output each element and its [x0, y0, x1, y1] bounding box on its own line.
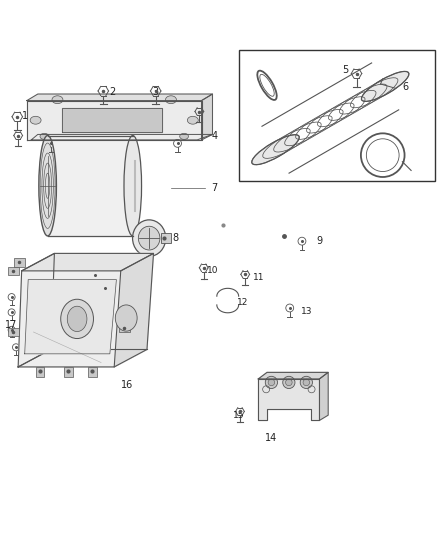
Text: 1: 1 [21, 111, 28, 121]
Ellipse shape [300, 376, 312, 389]
Ellipse shape [124, 135, 141, 236]
Bar [14, 258, 25, 266]
Polygon shape [21, 253, 153, 271]
Ellipse shape [283, 376, 295, 389]
Ellipse shape [361, 71, 409, 101]
Text: 8: 8 [172, 233, 178, 243]
Bar [161, 233, 171, 243]
Polygon shape [114, 253, 153, 367]
Ellipse shape [133, 220, 166, 256]
Text: 2: 2 [109, 87, 115, 97]
Ellipse shape [180, 133, 188, 140]
Bar [64, 367, 73, 376]
Text: 10: 10 [207, 266, 218, 276]
Polygon shape [31, 134, 212, 140]
Text: 7: 7 [212, 183, 218, 193]
Bar [8, 266, 18, 275]
Ellipse shape [286, 379, 292, 386]
Bar [88, 367, 97, 376]
Text: 11: 11 [253, 273, 264, 282]
Ellipse shape [265, 376, 278, 389]
Text: 15: 15 [233, 411, 244, 421]
Text: 17: 17 [5, 320, 18, 330]
Ellipse shape [30, 116, 41, 124]
Polygon shape [18, 350, 147, 367]
Ellipse shape [40, 133, 49, 140]
Ellipse shape [268, 379, 275, 386]
Ellipse shape [252, 135, 299, 165]
Text: 14: 14 [265, 433, 278, 442]
Ellipse shape [67, 306, 87, 332]
Ellipse shape [138, 226, 160, 250]
Ellipse shape [115, 305, 137, 331]
Bar [119, 323, 130, 332]
Polygon shape [319, 373, 328, 421]
Polygon shape [27, 94, 212, 101]
Polygon shape [258, 373, 328, 379]
Text: 6: 6 [403, 83, 409, 93]
Ellipse shape [61, 299, 93, 338]
Text: 3: 3 [152, 87, 159, 97]
Polygon shape [25, 280, 117, 354]
Polygon shape [18, 271, 121, 367]
Ellipse shape [166, 96, 177, 103]
Bar [239, 51, 435, 181]
Text: 16: 16 [121, 380, 134, 390]
Polygon shape [62, 108, 162, 132]
Ellipse shape [52, 96, 63, 103]
Polygon shape [27, 101, 201, 140]
Ellipse shape [39, 135, 57, 236]
Bar [35, 367, 44, 376]
Ellipse shape [187, 116, 198, 124]
Text: 12: 12 [237, 298, 249, 307]
Text: 9: 9 [316, 236, 322, 246]
Polygon shape [48, 135, 133, 236]
Text: 13: 13 [300, 306, 312, 316]
Bar [8, 328, 18, 336]
Ellipse shape [303, 379, 310, 386]
Polygon shape [258, 379, 319, 421]
Text: 5: 5 [343, 65, 349, 75]
Polygon shape [201, 94, 212, 140]
Text: 4: 4 [212, 132, 218, 141]
